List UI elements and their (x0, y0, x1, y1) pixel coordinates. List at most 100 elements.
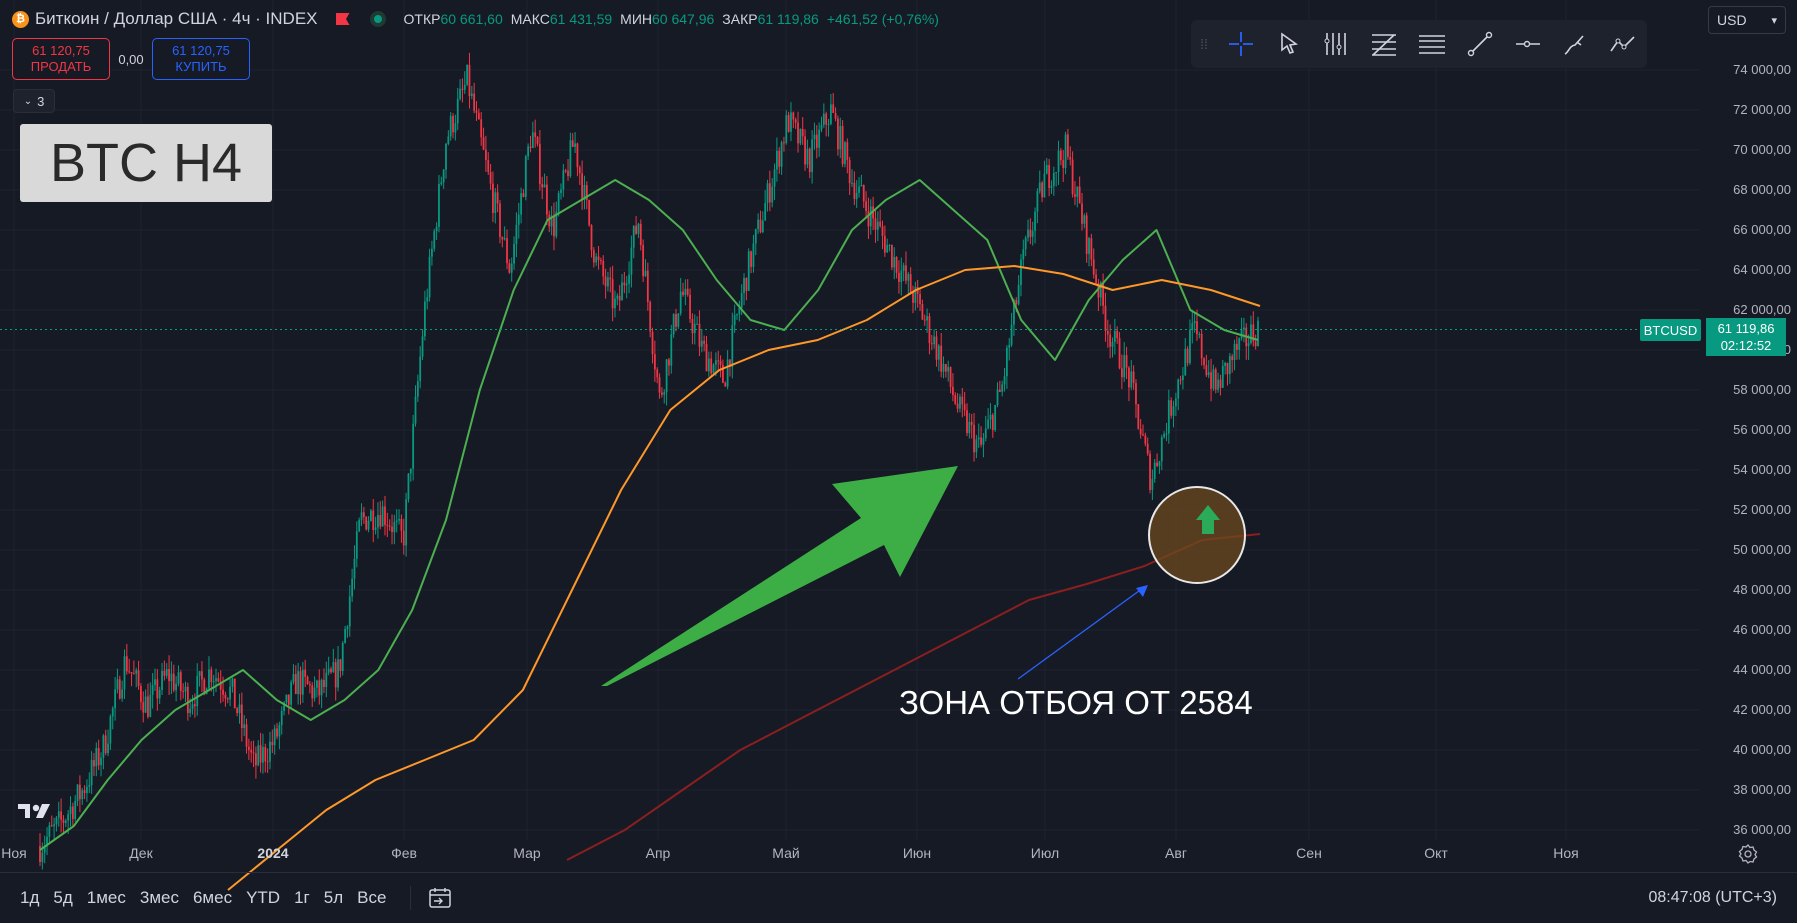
symbol-title[interactable]: Биткоин / Доллар США · 4ч · INDEX (35, 9, 318, 28)
candle (320, 678, 323, 709)
candle (1083, 213, 1086, 229)
sell-label: ПРОДАТЬ (30, 59, 92, 74)
candle (531, 121, 534, 149)
candle (43, 835, 46, 864)
candle (722, 359, 724, 384)
candle (287, 694, 290, 715)
candle (677, 313, 680, 329)
candle (1189, 319, 1191, 366)
candle (926, 308, 928, 333)
flag-icon[interactable] (335, 13, 350, 25)
trendline-icon[interactable] (1456, 23, 1504, 65)
candle (829, 93, 832, 126)
candle (285, 694, 288, 705)
range-5y[interactable]: 5л (323, 888, 344, 907)
candle (731, 312, 734, 379)
crosshair-icon[interactable] (1217, 23, 1265, 65)
candle (745, 277, 748, 301)
candle (548, 210, 551, 233)
range-5d[interactable]: 5д (53, 888, 73, 907)
indicators-toggle[interactable]: ⌄ 3 (13, 89, 55, 113)
candle (273, 724, 276, 755)
moving-average-line (227, 265, 1261, 891)
candle (597, 245, 600, 270)
candle (449, 112, 452, 141)
candle (259, 732, 262, 773)
candle (757, 213, 760, 234)
range-3m[interactable]: 3мес (139, 888, 179, 907)
candle (658, 373, 661, 399)
candle (529, 135, 532, 153)
symbol-price-label: BTCUSD (1640, 319, 1701, 341)
candle (595, 253, 598, 266)
path-icon[interactable] (1599, 23, 1647, 65)
pointer-arrow-line (1017, 587, 1144, 680)
candle (477, 108, 480, 120)
candle (1212, 364, 1215, 392)
candles (39, 52, 1259, 870)
fib-channel-icon[interactable] (1313, 23, 1361, 65)
candle (440, 176, 443, 186)
candle (53, 817, 55, 840)
candle (703, 335, 706, 352)
buy-button[interactable]: 61 120,75 КУПИТЬ (152, 38, 250, 80)
candle (1052, 166, 1055, 196)
candle (710, 351, 713, 376)
price-tick-label: 50 000,00 (1733, 542, 1791, 557)
currency-select[interactable]: USD ▾ (1708, 6, 1786, 34)
candle (1104, 292, 1107, 342)
candle (243, 715, 246, 737)
candle (156, 669, 159, 711)
candle (994, 404, 997, 432)
candle (245, 718, 248, 754)
candle (1163, 431, 1166, 439)
candle (1097, 279, 1100, 312)
candle (1069, 146, 1072, 166)
candle (832, 93, 835, 114)
candle (196, 663, 199, 716)
candle (358, 517, 361, 533)
cursor-icon[interactable] (1265, 23, 1313, 65)
candle (696, 316, 699, 325)
sell-button[interactable]: 61 120,75 ПРОДАТЬ (12, 38, 110, 80)
price-tick-label: 44 000,00 (1733, 662, 1791, 677)
fib-retracement-icon[interactable] (1360, 23, 1408, 65)
candle (534, 119, 537, 148)
tradingview-logo-icon[interactable] (18, 800, 54, 822)
brush-icon[interactable] (1551, 23, 1599, 65)
candle (759, 210, 762, 234)
candle (1203, 357, 1205, 370)
utc-clock[interactable]: 08:47:08 (UTC+3) (1648, 889, 1777, 906)
candle (898, 260, 900, 294)
candle (609, 267, 612, 293)
candle (264, 743, 267, 773)
candle (1128, 366, 1130, 402)
candle (90, 751, 93, 794)
candle (841, 120, 844, 168)
candle (698, 310, 701, 357)
range-ytd[interactable]: YTD (246, 888, 281, 907)
market-status-icon[interactable] (369, 11, 386, 27)
range-all[interactable]: Все (357, 888, 387, 907)
candle (236, 706, 239, 717)
candle (651, 327, 654, 364)
drag-handle-icon[interactable]: ⁞⁞ (1200, 36, 1208, 52)
candle (377, 502, 379, 539)
candle (1067, 128, 1069, 160)
candle (76, 783, 79, 807)
horizontal-ray-icon[interactable] (1504, 23, 1552, 65)
settings-gear-icon[interactable] (1737, 843, 1759, 865)
range-1m[interactable]: 1мес (86, 888, 126, 907)
go-to-date-icon[interactable] (410, 886, 453, 910)
candle (764, 190, 767, 221)
range-1y[interactable]: 1г (294, 888, 310, 907)
candle (1062, 149, 1065, 182)
range-6m[interactable]: 6мес (192, 888, 233, 907)
candle (177, 665, 180, 687)
candle (846, 138, 849, 174)
range-1d[interactable]: 1д (20, 888, 40, 907)
price-tick-label: 74 000,00 (1733, 62, 1791, 77)
horizontal-lines-icon[interactable] (1408, 23, 1456, 65)
time-tick-label: Авг (1165, 845, 1187, 861)
